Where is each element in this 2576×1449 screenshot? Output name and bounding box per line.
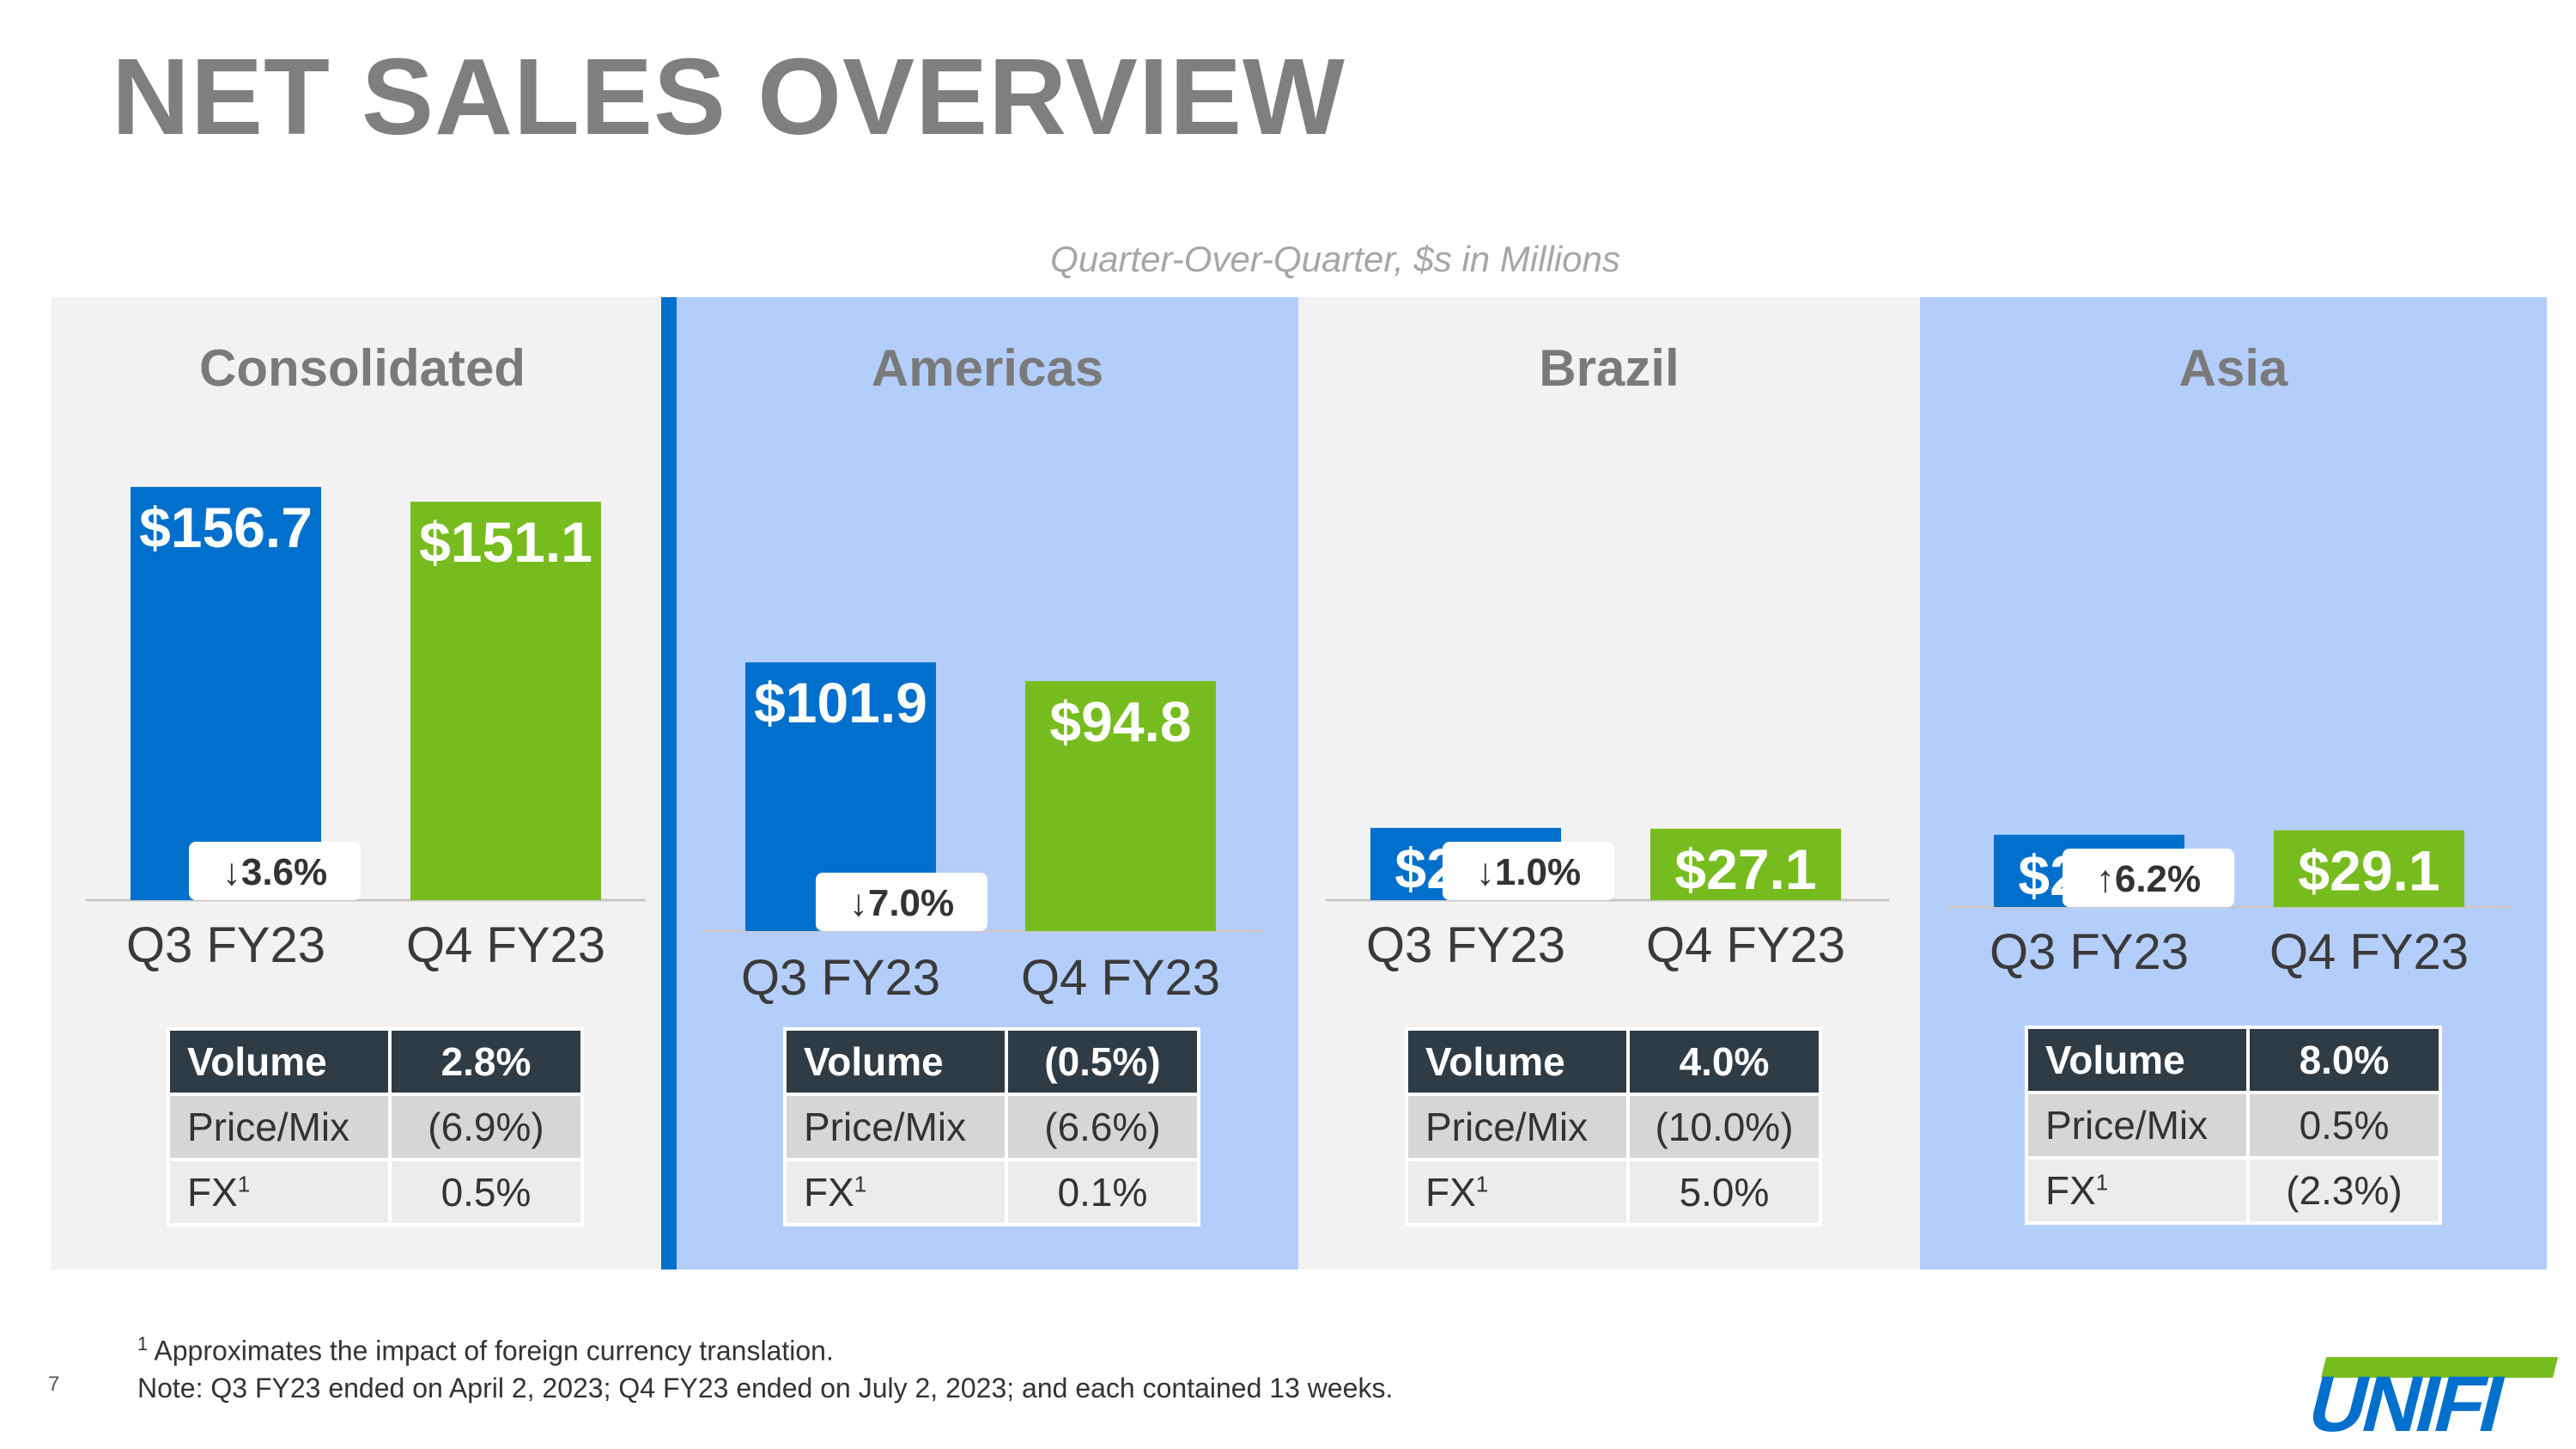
brazil-drivers-table: Volume 4.0% Price/Mix (10.0%) FX1 5.0%: [1405, 1027, 1822, 1227]
category-label: Q4 FY23: [406, 917, 605, 973]
category-label: Q3 FY23: [741, 950, 940, 1006]
bar-value-label: $101.9: [754, 671, 927, 734]
fx-label: FX: [1425, 1170, 1476, 1215]
bar-q4: [410, 502, 601, 900]
category-label: Q3 FY23: [1366, 917, 1565, 973]
bar-value-label: $29.1: [2298, 839, 2439, 903]
bar-value-label: $156.7: [139, 496, 313, 559]
fx-footnote-ref: 1: [237, 1171, 251, 1197]
bar-q4: [2274, 830, 2464, 907]
change-badge: [816, 873, 987, 931]
footnote-fx-text: Approximates the impact of foreign curre…: [154, 1335, 834, 1367]
americas-drivers-table: Volume (0.5%) Price/Mix (6.6%) FX1 0.1%: [783, 1027, 1200, 1227]
fx-label-cell: FX1: [783, 1158, 1008, 1227]
fx-footnote-ref: 1: [1475, 1171, 1489, 1197]
change-label: ↓1.0%: [1476, 851, 1581, 893]
change-label: ↑6.2%: [2096, 858, 2201, 900]
volume-value: 2.8%: [388, 1027, 584, 1096]
volume-value: 8.0%: [2246, 1026, 2442, 1094]
volume-label: Volume: [1405, 1027, 1630, 1096]
panel-title: Americas: [871, 339, 1104, 397]
fx-label: FX: [187, 1170, 238, 1215]
change-label: ↓3.6%: [222, 851, 327, 893]
volume-value: (0.5%): [1005, 1027, 1200, 1096]
footnote-fx: 1 Approximates the impact of foreign cur…: [137, 1333, 834, 1367]
bar-value-label: $27.1: [1674, 837, 1816, 901]
bar-q3: [131, 486, 321, 900]
price-mix-label: Price/Mix: [1405, 1093, 1630, 1161]
fx-label-cell: FX1: [1405, 1158, 1630, 1227]
price-mix-value: 0.5%: [2246, 1091, 2442, 1160]
change-badge: [1443, 842, 1614, 900]
panel-title: Asia: [2178, 339, 2288, 397]
fx-value: 5.0%: [1626, 1158, 1822, 1227]
price-mix-label: Price/Mix: [2025, 1091, 2250, 1160]
logo-wordmark: UNIFI: [2301, 1359, 2512, 1436]
change-label: ↓7.0%: [849, 882, 954, 924]
footnote-marker: 1: [137, 1333, 149, 1355]
price-mix-value: (6.9%): [388, 1093, 584, 1161]
page-title: NET SALES OVERVIEW: [112, 36, 1346, 157]
volume-label: Volume: [783, 1027, 1008, 1096]
fx-footnote-ref: 1: [2095, 1169, 2109, 1196]
price-mix-value: (6.6%): [1005, 1093, 1200, 1161]
consolidated-drivers-table: Volume 2.8% Price/Mix (6.9%) FX1 0.5%: [167, 1027, 584, 1227]
chart-subtitle: Quarter-Over-Quarter, $s in Millions: [1050, 239, 1620, 279]
price-mix-label: Price/Mix: [167, 1093, 392, 1161]
change-badge: [2063, 849, 2234, 907]
asia-drivers-table: Volume 8.0% Price/Mix 0.5% FX1 (2.3%): [2025, 1026, 2442, 1225]
volume-value: 4.0%: [1626, 1027, 1822, 1096]
category-label: Q3 FY23: [126, 917, 325, 973]
fx-footnote-ref: 1: [854, 1171, 867, 1197]
fx-value: 0.1%: [1005, 1158, 1200, 1227]
page-number: 7: [48, 1373, 60, 1396]
bar-value-label: $94.8: [1049, 690, 1191, 753]
fx-label: FX: [2045, 1168, 2096, 1213]
fx-label: FX: [804, 1170, 854, 1215]
change-badge: [189, 842, 361, 900]
category-label: Q4 FY23: [1646, 917, 1845, 973]
category-label: Q4 FY23: [1021, 950, 1220, 1006]
unifi-logo: UNIFI: [2301, 1357, 2559, 1436]
volume-label: Volume: [2025, 1026, 2250, 1094]
price-mix-value: (10.0%): [1626, 1093, 1822, 1161]
price-mix-label: Price/Mix: [783, 1093, 1008, 1161]
panel-divider: [661, 297, 677, 1269]
fx-label-cell: FX1: [167, 1158, 392, 1227]
bar-q4: [1650, 828, 1841, 900]
fx-label-cell: FX1: [2025, 1156, 2250, 1225]
bar-value-label: $151.1: [419, 510, 592, 574]
panel-title: Consolidated: [198, 339, 526, 397]
footnote-note: Note: Q3 FY23 ended on April 2, 2023; Q4…: [137, 1373, 1394, 1403]
volume-label: Volume: [167, 1027, 392, 1096]
bar-q4: [1025, 680, 1216, 931]
category-label: Q3 FY23: [1990, 924, 2189, 980]
fx-value: 0.5%: [388, 1158, 584, 1227]
panel-title: Brazil: [1539, 339, 1680, 397]
category-label: Q4 FY23: [2269, 924, 2469, 980]
logo-green-band: [2321, 1357, 2559, 1378]
fx-value: (2.3%): [2246, 1156, 2442, 1225]
